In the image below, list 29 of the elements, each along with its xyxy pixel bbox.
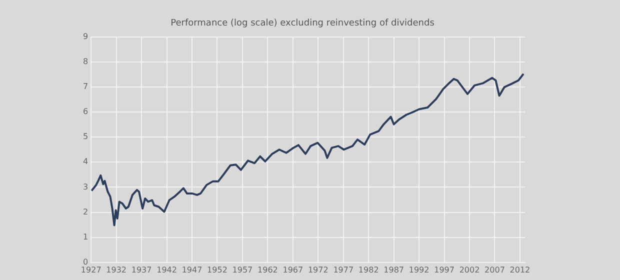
x-tick-label: 1937 (131, 265, 152, 274)
x-tick-label: 1992 (408, 265, 430, 274)
y-tick-label: 8 (82, 56, 88, 66)
x-tick-label: 1957 (232, 265, 253, 274)
y-tick-label: 5 (82, 132, 88, 142)
y-tick-label: 6 (82, 107, 88, 116)
x-tick-label: 1962 (258, 265, 278, 274)
y-tick-label: 7 (82, 82, 88, 92)
y-tick-label: 1 (82, 232, 88, 242)
x-tick-label: 2012 (510, 265, 530, 274)
x-tick-label: 1997 (434, 265, 454, 274)
x-tick-label: 1972 (308, 265, 328, 274)
x-tick-label: 1982 (358, 265, 379, 274)
y-tick-label: 2 (82, 207, 88, 216)
y-tick-label: 0 (82, 257, 88, 266)
x-tick-label: 1977 (333, 265, 354, 274)
x-tick-label: 1987 (384, 265, 404, 274)
x-tick-label: 2007 (484, 265, 505, 274)
y-tick-label: 4 (82, 157, 88, 166)
x-tick-label: 1967 (282, 265, 304, 274)
x-tick-label: 2002 (459, 265, 480, 274)
x-tick-label: 1932 (106, 265, 126, 274)
y-tick-label: 3 (82, 182, 88, 192)
x-tick-label: 1927 (80, 265, 102, 274)
x-tick-label: 1942 (156, 265, 177, 274)
x-tick-label: 1947 (182, 265, 202, 274)
y-tick-label: 9 (82, 32, 88, 41)
chart-subtitle: Performance (log scale) excluding reinvesting of dividends (170, 18, 435, 29)
x-tick-label: 1952 (207, 265, 228, 274)
